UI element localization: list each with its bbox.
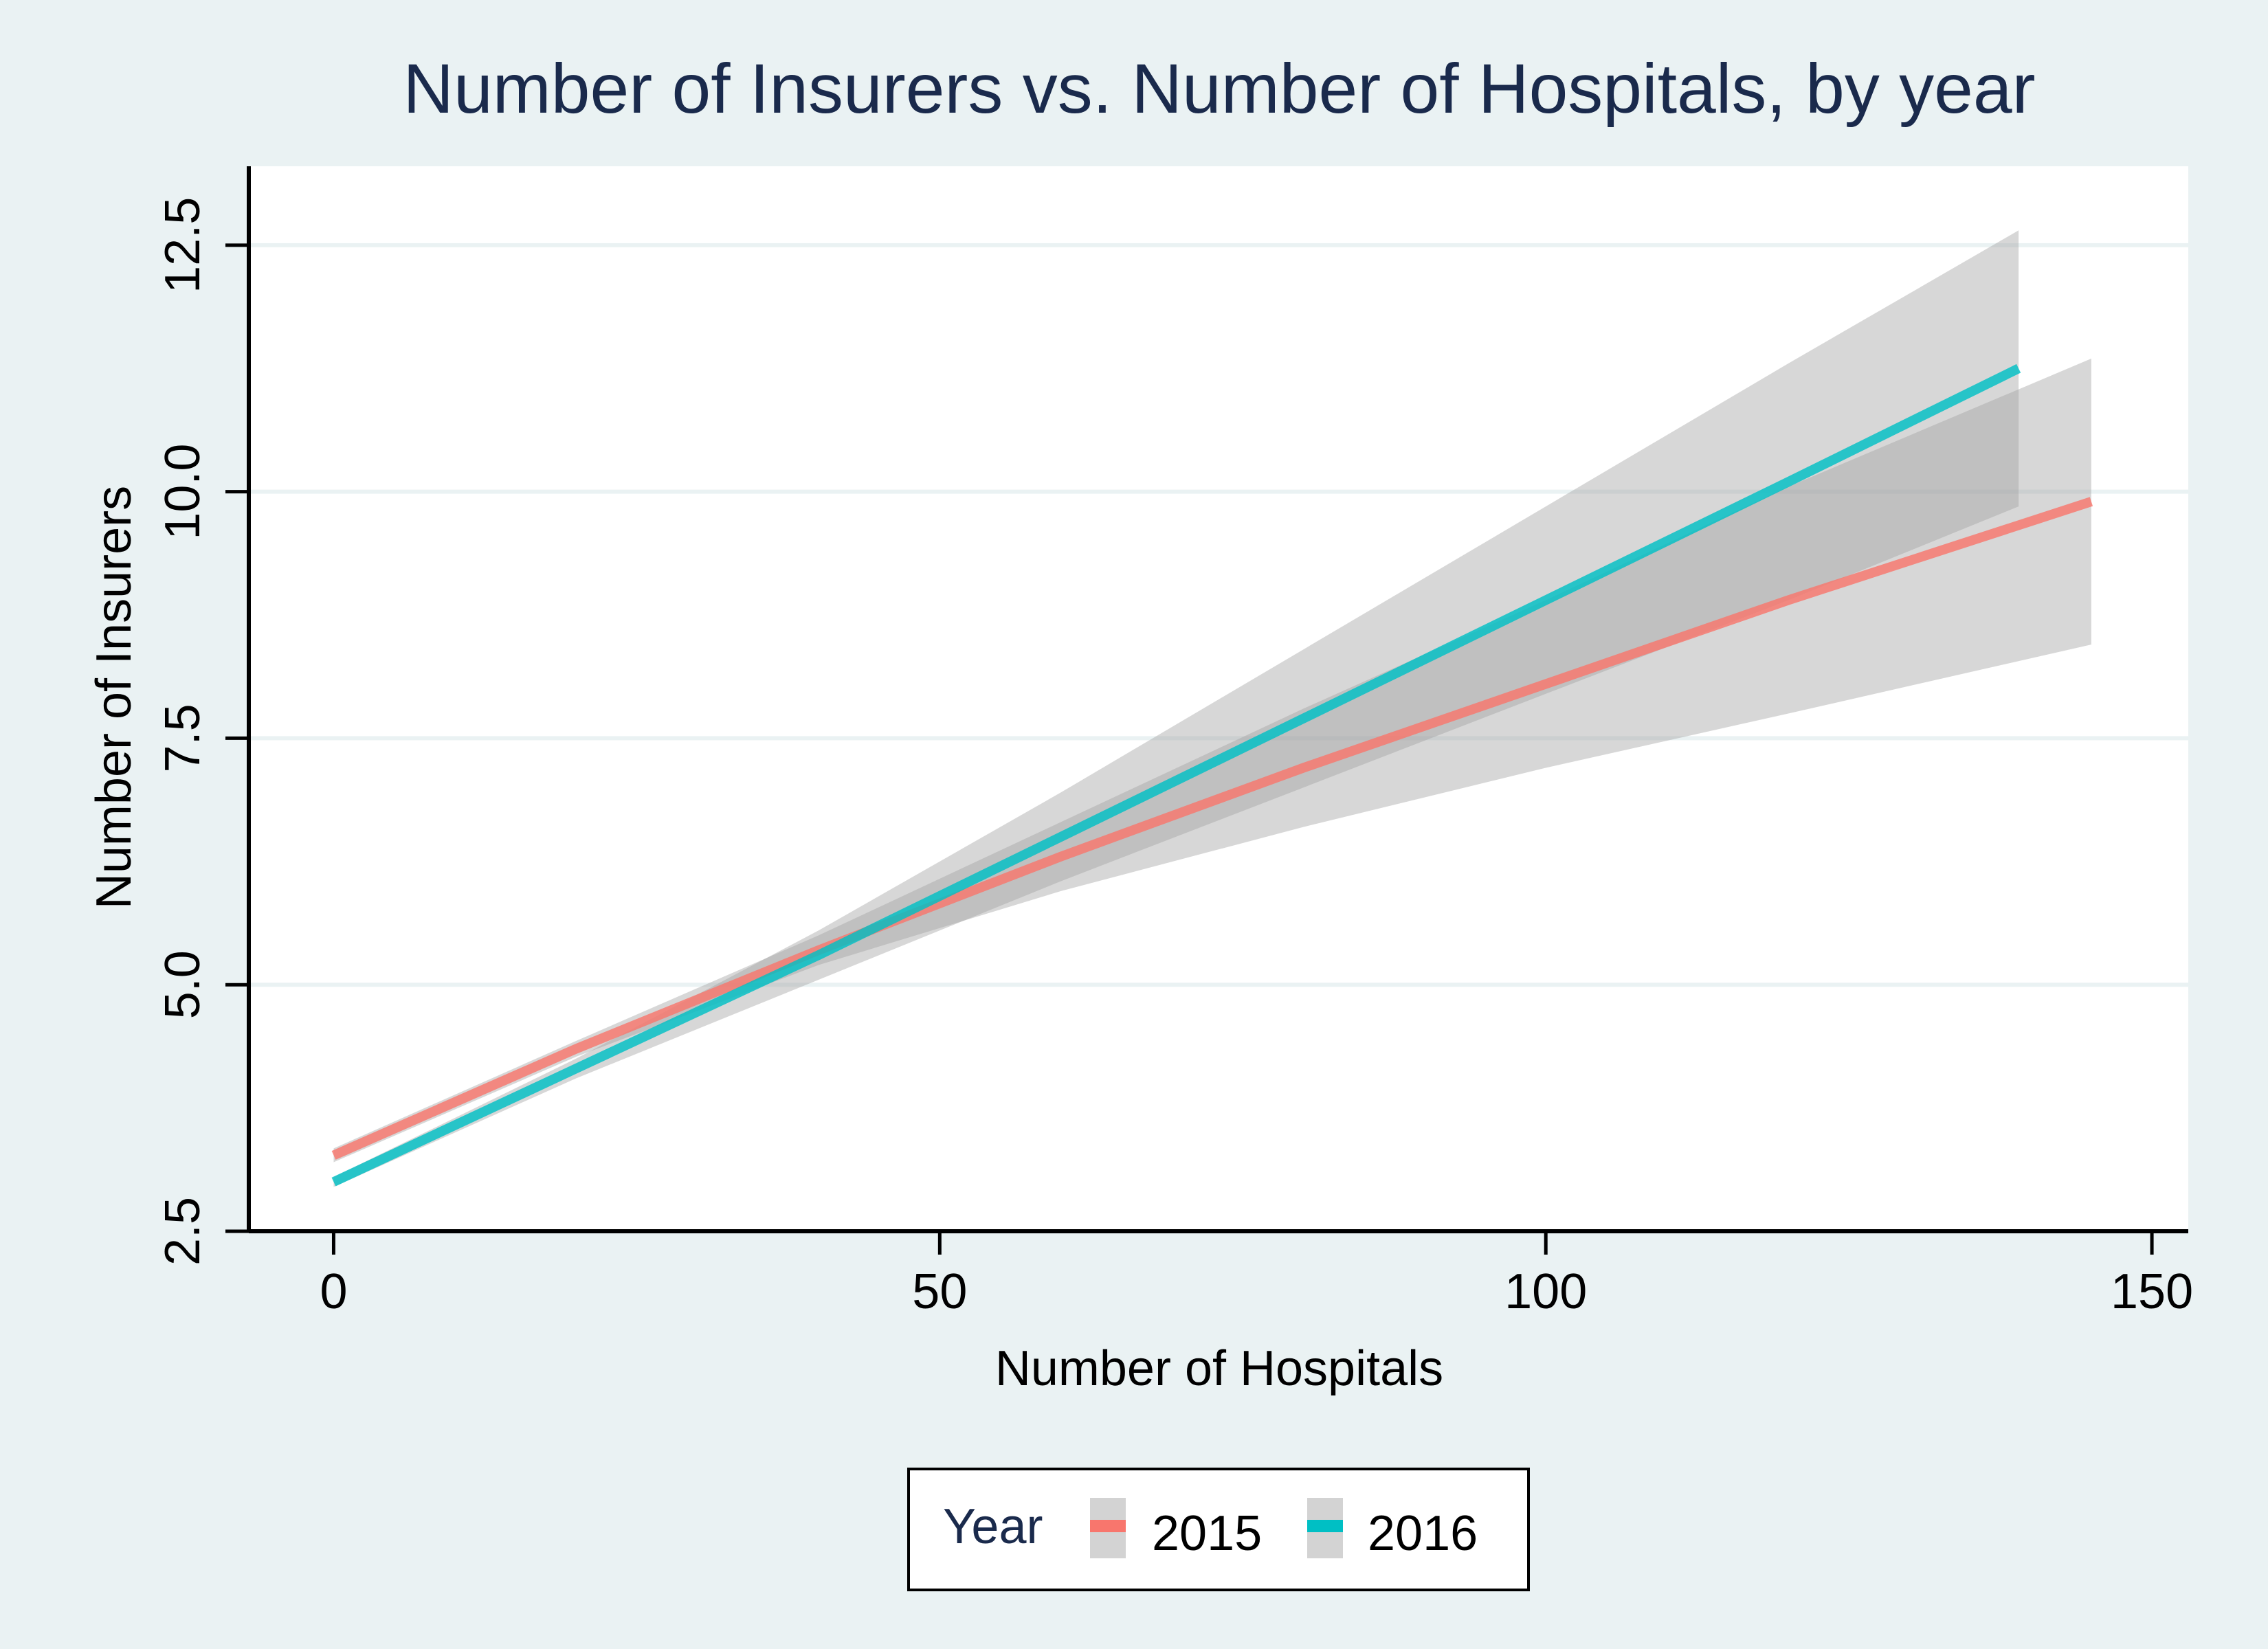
series-line-2016 — [331, 363, 2021, 1187]
y-axis-ticks: 2.5 5.0 7.5 10.0 12.5 — [155, 197, 249, 1266]
legend-title: Year — [943, 1499, 1043, 1554]
legend-swatch-2015 — [1090, 1520, 1126, 1532]
legend-box — [907, 1468, 1530, 1591]
x-axis-ticks: 0 50 100 150 — [320, 1231, 2193, 1319]
y-axis-title: Number of Insurers — [87, 486, 142, 909]
y-tick-label-12.5: 12.5 — [155, 197, 210, 293]
gridlines — [249, 243, 2188, 987]
chart-title: Number of Insurers vs. Number of Hospita… — [403, 49, 2035, 128]
legend: Year 2015 2016 — [907, 1468, 1530, 1591]
series-line-2015 — [331, 497, 2093, 1160]
y-tick-label-2.5: 2.5 — [155, 1197, 210, 1266]
y-tick-label-10.0: 10.0 — [155, 444, 210, 540]
x-tick-label-50: 50 — [912, 1264, 967, 1319]
legend-swatch-2016 — [1307, 1520, 1343, 1532]
series-lines — [331, 363, 2093, 1187]
x-tick-label-150: 150 — [2111, 1264, 2193, 1319]
x-tick-label-0: 0 — [320, 1264, 347, 1319]
legend-label-2016: 2016 — [1368, 1506, 1478, 1561]
y-tick-label-7.5: 7.5 — [155, 704, 210, 772]
legend-label-2015: 2015 — [1152, 1506, 1262, 1561]
y-tick-label-5.0: 5.0 — [155, 950, 210, 1019]
x-tick-label-100: 100 — [1504, 1264, 1587, 1319]
x-axis-title: Number of Hospitals — [995, 1341, 1443, 1396]
